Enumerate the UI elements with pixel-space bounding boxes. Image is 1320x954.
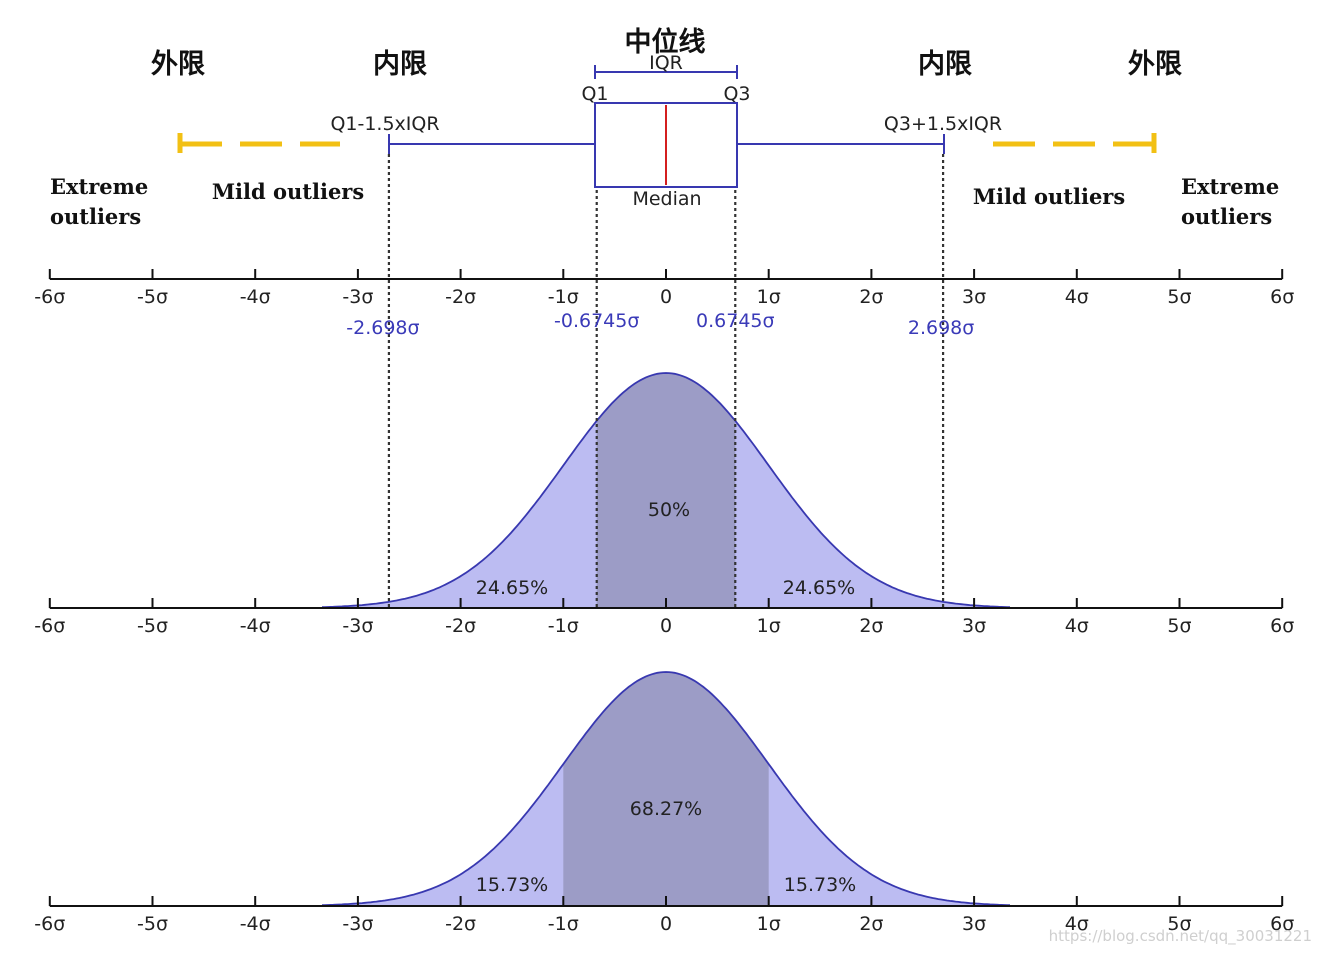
curve2-right-pct: 15.73% <box>784 874 856 896</box>
sigma-axes: -6σ -5σ -4σ -3σ -2σ -1σ 0 1σ 2σ 3σ 4σ 5σ 6σ -6σ -5σ -4σ… <box>34 269 1294 935</box>
sigma-label-neg-06745: -0.6745σ <box>554 310 639 332</box>
axis-2-tick-label-2: -4σ <box>240 913 271 935</box>
upper-fence-label: Q3+1.5xIQR <box>884 113 1002 135</box>
axis-0-tick-label-7: 1σ <box>757 286 781 308</box>
curve2-center-pct: 68.27% <box>630 798 702 820</box>
curve2-sigma-area <box>563 672 769 906</box>
axis-0-tick-label-4: -2σ <box>445 286 476 308</box>
iqr-bracket <box>594 65 738 79</box>
axis-1-tick-label-12: 6σ <box>1270 615 1294 637</box>
q3-label: Q3 <box>723 83 750 105</box>
axis-2-tick-label-9: 3σ <box>962 913 986 935</box>
axis-1-tick-label-5: -1σ <box>548 615 579 637</box>
outer-fence-left-label: 外限 <box>151 49 205 80</box>
curve1-line <box>322 372 1010 608</box>
axis-1-tick-label-3: -3σ <box>342 615 373 637</box>
curve2-left-pct: 15.73% <box>476 874 548 896</box>
axis-0-tick-label-2: -4σ <box>240 286 271 308</box>
axis-2-tick-label-1: -5σ <box>137 913 168 935</box>
curve1-left-pct: 24.65% <box>476 577 548 599</box>
axis-2-tick-label-12: 6σ <box>1270 913 1294 935</box>
axis-0-tick-label-11: 5σ <box>1167 286 1191 308</box>
median-label: Median <box>632 188 701 210</box>
reference-lines <box>387 154 945 608</box>
curve2-line <box>322 671 1010 906</box>
axis-1-tick-label-6: 0 <box>660 615 672 637</box>
outer-fence-right-label: 外限 <box>1128 49 1182 80</box>
axis-2-tick-label-4: -2σ <box>445 913 476 935</box>
axis-2-tick-label-3: -3σ <box>342 913 373 935</box>
axis-1-tick-label-2: -4σ <box>240 615 271 637</box>
median-line-label: 中位线 <box>625 26 706 58</box>
axis-0-tick-label-5: -1σ <box>548 286 579 308</box>
axis-0-tick-label-10: 4σ <box>1065 286 1089 308</box>
axis-1-tick-label-10: 4σ <box>1065 615 1089 637</box>
axis-1-tick-label-1: -5σ <box>137 615 168 637</box>
distribution-curves <box>322 372 1010 906</box>
axis-0-tick-label-9: 3σ <box>962 286 986 308</box>
axis-0-tick-label-8: 2σ <box>859 286 883 308</box>
axis-2-tick-label-8: 2σ <box>859 913 883 935</box>
axis-0-tick-label-3: -3σ <box>342 286 373 308</box>
curve1-right-pct: 24.65% <box>783 577 855 599</box>
axis-1-tick-label-4: -2σ <box>445 615 476 637</box>
watermark-text: https://blog.csdn.net/qq_30031221 <box>1049 927 1312 946</box>
axis-0-tick-label-1: -5σ <box>137 286 168 308</box>
axis-1-tick-label-0: -6σ <box>34 615 65 637</box>
sigma-label-pos-2698: 2.698σ <box>908 317 974 339</box>
outer-fence-left-dash <box>177 133 340 153</box>
axis-0-tick-label-12: 6σ <box>1270 286 1294 308</box>
inner-fence-left-label: 内限 <box>373 49 427 80</box>
axis-2-tick-label-5: -1σ <box>548 913 579 935</box>
axis-2-tick-label-7: 1σ <box>757 913 781 935</box>
axis-1-tick-label-8: 2σ <box>859 615 883 637</box>
extreme-outliers-right-line1: Extreme <box>1181 174 1279 199</box>
q1-label: Q1 <box>581 83 608 105</box>
axis-1-tick-label-11: 5σ <box>1167 615 1191 637</box>
sigma-label-pos-06745: 0.6745σ <box>696 310 775 332</box>
lower-whisker <box>388 134 595 154</box>
axis-1-tick-label-9: 3σ <box>962 615 986 637</box>
iqr-label: IQR <box>649 52 683 74</box>
mild-outliers-right-label: Mild outliers <box>973 184 1125 209</box>
upper-whisker <box>737 134 945 154</box>
extreme-outliers-left-line2: outliers <box>50 204 141 229</box>
axis-2-tick-label-10: 4σ <box>1065 913 1089 935</box>
extreme-outliers-left-line1: Extreme <box>50 174 148 199</box>
inner-fence-right-label: 内限 <box>918 49 972 80</box>
sigma-label-neg-2698: -2.698σ <box>346 317 419 339</box>
axis-0-tick-label-0: -6σ <box>34 286 65 308</box>
axis-2-tick-label-6: 0 <box>660 913 672 935</box>
axis-1-tick-label-7: 1σ <box>757 615 781 637</box>
mild-outliers-left-label: Mild outliers <box>212 179 364 204</box>
axis-2-tick-label-0: -6σ <box>34 913 65 935</box>
axis-2-tick-label-11: 5σ <box>1167 913 1191 935</box>
curve1-center-pct: 50% <box>648 499 690 521</box>
extreme-outliers-right-line2: outliers <box>1181 204 1272 229</box>
axis-0-tick-label-6: 0 <box>660 286 672 308</box>
lower-fence-label: Q1-1.5xIQR <box>330 113 439 135</box>
curve1-iqr-area <box>596 373 736 608</box>
outer-fence-right-dash <box>993 133 1157 153</box>
